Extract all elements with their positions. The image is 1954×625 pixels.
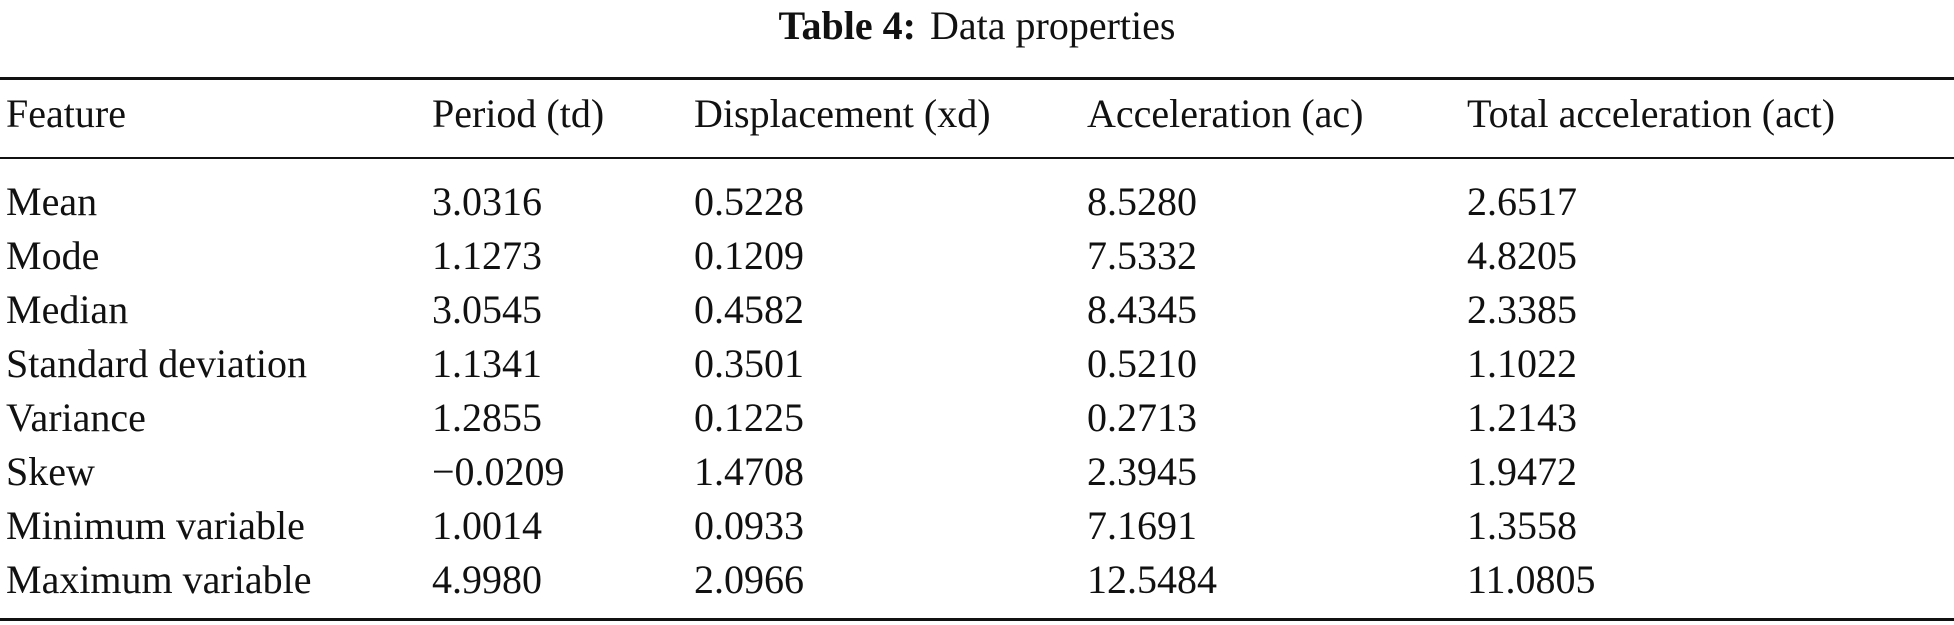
table-cell: 7.5332 [1087, 233, 1197, 278]
table-cell: 0.5210 [1087, 341, 1197, 386]
header-rule [0, 157, 1954, 159]
row-label: Mean [6, 179, 98, 224]
row-label: Mode [6, 233, 100, 278]
table-cell: 1.2855 [432, 395, 542, 440]
table-cell: −0.0209 [432, 449, 565, 494]
table-cell: 4.8205 [1467, 233, 1577, 278]
table-cell: 1.0014 [432, 503, 542, 548]
header-cell: Feature [6, 91, 126, 136]
table-caption: Table 4: Data properties [0, 2, 1954, 49]
header-cell: Acceleration (ac) [1087, 91, 1364, 136]
table-cell: 1.4708 [694, 449, 804, 494]
table-cell: 7.1691 [1087, 503, 1197, 548]
top-rule [0, 77, 1954, 80]
row-label: Skew [6, 449, 95, 494]
table-cell: 3.0545 [432, 287, 542, 332]
table-cell: 2.3385 [1467, 287, 1577, 332]
header-cell: Period (td) [432, 91, 605, 136]
header-cell: Total acceleration (act) [1467, 91, 1836, 136]
table-cell: 3.0316 [432, 179, 542, 224]
table-cell: 0.1209 [694, 233, 804, 278]
row-label: Minimum variable [6, 503, 305, 548]
bottom-rule [0, 618, 1954, 621]
table-cell: 0.5228 [694, 179, 804, 224]
table-cell: 4.9980 [432, 557, 542, 602]
table-cell: 0.1225 [694, 395, 804, 440]
caption-title: Data properties [930, 3, 1176, 48]
header-cell: Displacement (xd) [694, 91, 991, 136]
table-cell: 1.2143 [1467, 395, 1577, 440]
table-cell: 1.3558 [1467, 503, 1577, 548]
row-label: Standard deviation [6, 341, 308, 386]
row-label: Median [6, 287, 129, 332]
caption-label: Table 4: [778, 3, 916, 48]
table-cell: 8.4345 [1087, 287, 1197, 332]
row-label: Variance [6, 395, 146, 440]
table-cell: 1.9472 [1467, 449, 1577, 494]
table-cell: 1.1273 [432, 233, 542, 278]
table-cell: 0.3501 [694, 341, 804, 386]
table-cell: 0.0933 [694, 503, 804, 548]
table-cell: 2.0966 [694, 557, 804, 602]
table-cell: 8.5280 [1087, 179, 1197, 224]
table-cell: 11.0805 [1467, 557, 1596, 602]
table-cell: 1.1022 [1467, 341, 1577, 386]
table-cell: 0.4582 [694, 287, 804, 332]
row-label: Maximum variable [6, 557, 312, 602]
table-cell: 1.1341 [432, 341, 542, 386]
table-cell: 12.5484 [1087, 557, 1217, 602]
table-cell: 2.3945 [1087, 449, 1197, 494]
table-cell: 0.2713 [1087, 395, 1197, 440]
table-cell: 2.6517 [1467, 179, 1577, 224]
